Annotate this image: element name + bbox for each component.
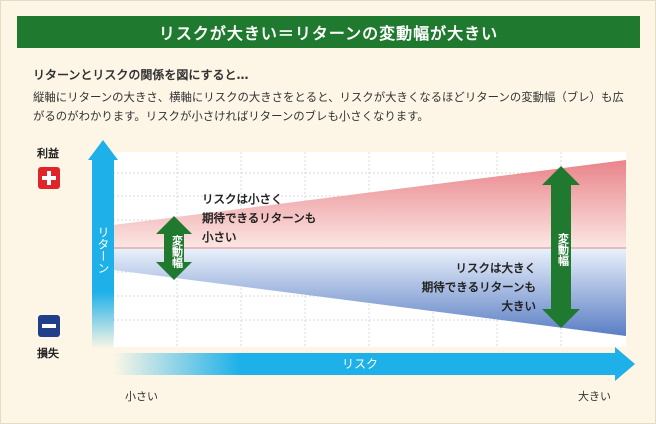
body-text: 縦軸にリターンの大きさ、横軸にリスクの大きさをとると、リスクが大きくなるほどリタ… [33,90,624,123]
small-range-label: 変動幅 [171,234,184,269]
svg-text:小さい: 小さい [201,230,237,244]
minus-icon [38,315,60,337]
large-range-arrow [542,166,580,328]
small-range-arrow [156,216,192,280]
x-axis-left-label: 小さい [125,390,158,403]
title-bar: リスクが大きい＝リターンの変動幅が大きい [17,16,640,48]
y-axis-label: リターン [96,226,110,274]
loss-label: 損失 [37,347,59,360]
title-text: リスクが大きい＝リターンの変動幅が大きい [158,24,499,43]
svg-text:リスクは小さく: リスクは小さく [202,192,283,206]
lower-return-wedge [113,248,626,336]
plus-icon [38,167,60,189]
large-risk-annotation: リスクは大きく 期待できるリターンも 大きい [422,261,536,313]
x-axis-label: リスク [342,357,378,371]
profit-label: 利益 [37,147,59,160]
subheading: リターンとリスクの関係を図にすると… [33,68,249,82]
svg-text:期待できるリターンも: 期待できるリターンも [202,211,316,225]
y-axis-arrow [88,140,118,349]
upper-return-wedge [113,160,626,248]
svg-text:期待できるリターンも: 期待できるリターンも [422,280,536,294]
large-range-label: 変動幅 [557,232,570,267]
small-risk-annotation: リスクは小さく 期待できるリターンも 小さい [201,192,316,244]
x-axis-arrow [113,347,635,381]
x-axis-right-label: 大きい [578,390,611,403]
svg-text:リスクは大きく: リスクは大きく [456,261,537,275]
svg-text:大きい: 大きい [502,299,537,313]
